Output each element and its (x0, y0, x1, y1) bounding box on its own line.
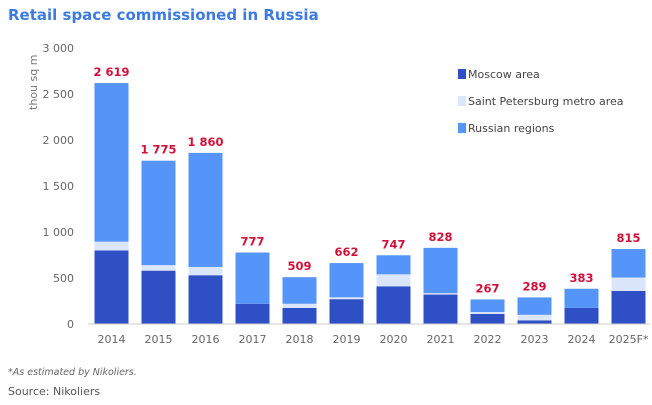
bar-segment (188, 275, 223, 324)
bar-segment (94, 83, 129, 242)
x-tick-label: 2016 (192, 333, 220, 346)
y-tick-label: 1 000 (43, 226, 75, 239)
legend-label: Russian regions (468, 122, 555, 135)
bar-segment (329, 299, 364, 324)
y-tick-label: 2 500 (43, 88, 75, 101)
bar-segment (188, 152, 223, 267)
x-tick-label: 2014 (98, 333, 126, 346)
bar-segment (517, 314, 552, 321)
total-value-label: 509 (287, 259, 311, 273)
bar-segment (423, 293, 458, 295)
bar-segment (470, 312, 505, 314)
total-value-label: 2 619 (93, 65, 129, 79)
bar-segment (282, 277, 317, 304)
bar-segment (188, 266, 223, 276)
bar-segment (517, 320, 552, 324)
total-value-label: 1 775 (140, 143, 176, 157)
bar-segment (235, 252, 270, 304)
y-tick-label: 3 000 (43, 42, 75, 55)
y-tick-label: 0 (67, 318, 74, 331)
bar-segment (611, 290, 646, 324)
bar-segment (329, 263, 364, 298)
total-value-label: 1 860 (187, 135, 223, 149)
total-value-label: 777 (240, 235, 264, 249)
bar-segment (423, 247, 458, 294)
bar-segment (94, 250, 129, 324)
footnote: *As estimated by Nikoliers. (8, 367, 137, 378)
total-value-label: 383 (569, 271, 593, 285)
total-value-label: 815 (616, 231, 640, 245)
y-tick-label: 1 500 (43, 180, 75, 193)
bar-segment (376, 286, 411, 324)
bar-segment (141, 160, 176, 266)
legend-label: Saint Petersburg metro area (468, 95, 624, 108)
bar-segment (329, 297, 364, 300)
y-tick-label: 500 (53, 272, 74, 285)
bar-segment (423, 294, 458, 324)
total-value-label: 828 (428, 230, 452, 244)
total-value-label: 267 (475, 281, 499, 295)
x-tick-label: 2017 (239, 333, 267, 346)
bar-segment (235, 303, 270, 324)
y-axis-label: thou sq m (27, 55, 40, 110)
legend-swatch (458, 69, 466, 79)
x-tick-label: 2023 (521, 333, 549, 346)
x-tick-label: 2024 (568, 333, 596, 346)
total-value-label: 662 (334, 245, 358, 259)
bar-segment (517, 297, 552, 315)
bar-segment (376, 274, 411, 287)
bar-segment (470, 313, 505, 324)
x-tick-label: 2022 (474, 333, 502, 346)
x-tick-label: 2018 (286, 333, 314, 346)
y-tick-label: 2 000 (43, 134, 75, 147)
bar-segment (141, 265, 176, 271)
bar-segment (611, 277, 646, 291)
x-tick-label: 2021 (427, 333, 455, 346)
chart-title: Retail space commissioned in Russia (8, 6, 319, 24)
bar-segment (376, 255, 411, 275)
bar-segment (282, 303, 317, 308)
total-value-label: 747 (381, 237, 405, 251)
bar-segment (564, 307, 599, 324)
legend-swatch (458, 96, 466, 106)
source-note: Source: Nikoliers (8, 385, 101, 398)
bar-segment (141, 270, 176, 324)
bar-segment (282, 307, 317, 324)
x-tick-label: 2020 (380, 333, 408, 346)
x-tick-label: 2025F* (609, 333, 649, 346)
x-tick-label: 2015 (145, 333, 173, 346)
x-tick-label: 2019 (333, 333, 361, 346)
bar-segment (564, 288, 599, 308)
legend-label: Moscow area (468, 68, 540, 81)
bar-segment (94, 241, 129, 251)
bar-segment (470, 299, 505, 313)
total-value-label: 289 (522, 279, 546, 293)
bar-segment (611, 249, 646, 278)
legend-swatch (458, 123, 466, 133)
